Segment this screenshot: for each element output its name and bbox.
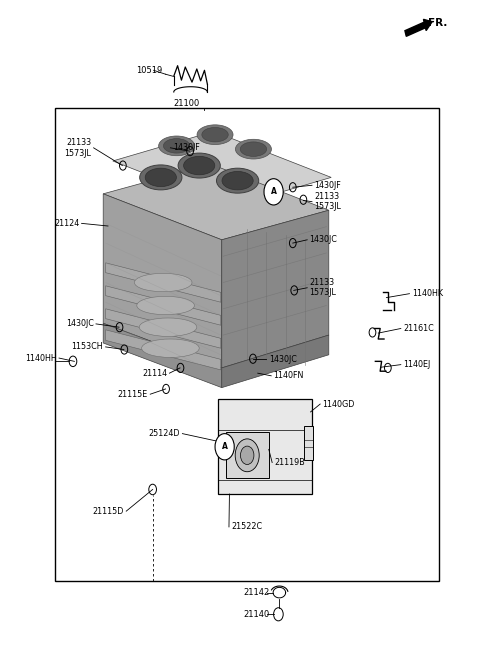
Bar [55,108,439,581]
Bar [226,432,269,478]
Text: 21119B: 21119B [275,458,305,467]
Ellipse shape [178,153,220,178]
Polygon shape [222,335,329,388]
FancyArrow shape [405,19,432,36]
Text: 1430JF: 1430JF [314,181,341,190]
Polygon shape [106,263,221,302]
Bar [218,399,312,494]
Text: 21161C: 21161C [403,324,434,333]
Polygon shape [106,309,221,348]
Text: 21124: 21124 [54,219,79,228]
Text: 21115D: 21115D [93,507,124,516]
Circle shape [235,439,259,472]
Text: 10519: 10519 [136,66,162,75]
Polygon shape [103,164,329,240]
Ellipse shape [139,318,197,336]
Circle shape [264,179,283,205]
Text: 1140FN: 1140FN [274,371,304,380]
Text: 1430JC: 1430JC [269,355,297,364]
Text: A: A [222,442,228,451]
Text: 1430JC: 1430JC [66,319,94,328]
Text: 21133
1573JL: 21133 1573JL [64,138,91,158]
Circle shape [240,446,254,464]
Ellipse shape [235,139,272,159]
Text: 1430JC: 1430JC [310,235,337,244]
Text: 21100: 21100 [173,99,199,108]
Ellipse shape [202,127,228,142]
Circle shape [215,434,234,460]
Text: 21142: 21142 [244,588,270,597]
Ellipse shape [197,125,233,145]
Text: 1140EJ: 1140EJ [403,360,431,369]
Text: 21114: 21114 [142,369,167,378]
Text: 1140HK: 1140HK [412,289,443,298]
Ellipse shape [137,296,194,315]
Text: 21133
1573JL: 21133 1573JL [310,278,336,298]
Ellipse shape [142,339,199,357]
Ellipse shape [240,142,267,156]
Text: 21140: 21140 [244,610,270,619]
Ellipse shape [216,168,259,193]
Ellipse shape [145,168,177,187]
Ellipse shape [158,136,195,156]
Polygon shape [103,323,222,388]
Text: 25124D: 25124D [148,429,180,438]
Text: 1140GD: 1140GD [323,399,355,409]
Bar [304,426,313,460]
Polygon shape [106,286,221,325]
Text: 1140HH: 1140HH [25,353,57,363]
Ellipse shape [222,171,253,190]
Polygon shape [113,131,331,207]
Polygon shape [103,194,222,368]
Text: 1430JF: 1430JF [173,143,200,152]
Text: 21133
1573JL: 21133 1573JL [314,192,341,212]
Polygon shape [222,210,329,368]
Text: 21115E: 21115E [118,390,148,399]
Text: A: A [271,187,276,196]
Text: 21522C: 21522C [231,522,263,532]
Ellipse shape [163,139,190,153]
Polygon shape [106,330,221,370]
Ellipse shape [183,156,215,175]
Ellipse shape [140,165,182,190]
Text: FR.: FR. [428,18,447,28]
Ellipse shape [134,273,192,292]
Text: 1153CH: 1153CH [72,342,103,351]
